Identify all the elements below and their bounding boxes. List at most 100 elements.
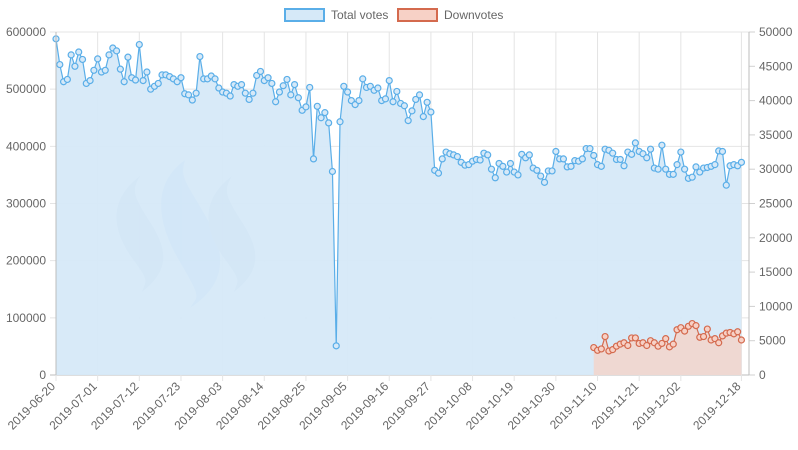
data-point-total-votes[interactable] bbox=[628, 150, 636, 158]
data-point-total-votes[interactable] bbox=[86, 76, 94, 85]
data-point-total-votes[interactable] bbox=[143, 68, 151, 76]
data-point-total-votes[interactable] bbox=[264, 74, 272, 82]
data-point-total-votes[interactable] bbox=[616, 155, 624, 164]
data-point-total-votes[interactable] bbox=[290, 80, 299, 89]
data-point-downvotes[interactable] bbox=[699, 332, 708, 341]
data-point-downvotes[interactable] bbox=[703, 325, 711, 333]
data-point-total-votes[interactable] bbox=[525, 151, 533, 159]
data-point-total-votes[interactable] bbox=[105, 51, 113, 59]
data-point-downvotes[interactable] bbox=[658, 339, 666, 348]
data-point-total-votes[interactable] bbox=[241, 89, 249, 97]
data-point-total-votes[interactable] bbox=[287, 91, 295, 99]
data-point-total-votes[interactable] bbox=[673, 161, 681, 169]
data-point-total-votes[interactable] bbox=[317, 114, 325, 122]
data-point-total-votes[interactable] bbox=[412, 95, 420, 104]
data-point-total-votes[interactable] bbox=[578, 155, 586, 163]
data-point-total-votes[interactable] bbox=[722, 181, 730, 189]
data-point-total-votes[interactable] bbox=[359, 75, 367, 83]
data-point-total-votes[interactable] bbox=[646, 145, 655, 153]
data-point-total-votes[interactable] bbox=[272, 98, 280, 106]
data-point-total-votes[interactable] bbox=[590, 151, 598, 160]
data-point-total-votes[interactable] bbox=[654, 165, 662, 173]
data-point-total-votes[interactable] bbox=[336, 118, 344, 126]
data-point-downvotes[interactable] bbox=[715, 339, 723, 347]
legend-item-total-votes[interactable]: Total votes bbox=[284, 8, 388, 22]
data-point-total-votes[interactable] bbox=[567, 162, 575, 170]
data-point-total-votes[interactable] bbox=[419, 113, 427, 121]
data-point-total-votes[interactable] bbox=[116, 65, 124, 73]
data-point-total-votes[interactable] bbox=[120, 78, 128, 86]
data-point-total-votes[interactable] bbox=[400, 102, 408, 110]
data-point-total-votes[interactable] bbox=[63, 75, 71, 84]
data-point-total-votes[interactable] bbox=[718, 147, 727, 156]
data-point-total-votes[interactable] bbox=[332, 342, 340, 350]
data-point-total-votes[interactable] bbox=[101, 66, 109, 74]
data-point-downvotes[interactable] bbox=[662, 335, 670, 343]
data-point-total-votes[interactable] bbox=[283, 75, 291, 84]
data-point-total-votes[interactable] bbox=[385, 76, 393, 85]
data-point-total-votes[interactable] bbox=[279, 82, 287, 90]
data-point-total-votes[interactable] bbox=[540, 178, 549, 186]
data-point-total-votes[interactable] bbox=[415, 91, 424, 99]
data-point-downvotes[interactable] bbox=[669, 340, 677, 348]
data-point-downvotes[interactable] bbox=[692, 322, 700, 330]
data-point-total-votes[interactable] bbox=[328, 167, 337, 176]
data-point-total-votes[interactable] bbox=[355, 96, 363, 105]
data-point-total-votes[interactable] bbox=[427, 108, 435, 116]
data-point-total-votes[interactable] bbox=[662, 165, 670, 173]
data-point-total-votes[interactable] bbox=[237, 80, 246, 89]
data-point-total-votes[interactable] bbox=[245, 95, 253, 104]
data-point-total-votes[interactable] bbox=[135, 40, 143, 49]
data-point-downvotes[interactable] bbox=[734, 328, 742, 336]
legend-item-downvotes[interactable]: Downvotes bbox=[397, 8, 503, 22]
data-point-total-votes[interactable] bbox=[658, 141, 666, 149]
data-point-total-votes[interactable] bbox=[597, 162, 605, 170]
data-point-total-votes[interactable] bbox=[90, 66, 98, 74]
data-point-total-votes[interactable] bbox=[533, 166, 541, 174]
data-point-total-votes[interactable] bbox=[268, 79, 276, 88]
data-point-total-votes[interactable] bbox=[306, 83, 314, 92]
data-point-total-votes[interactable] bbox=[514, 171, 522, 179]
data-point-total-votes[interactable] bbox=[484, 151, 492, 159]
data-point-total-votes[interactable] bbox=[423, 98, 431, 106]
data-point-total-votes[interactable] bbox=[404, 117, 412, 125]
data-point-total-votes[interactable] bbox=[302, 103, 310, 111]
data-point-total-votes[interactable] bbox=[537, 172, 545, 180]
data-point-total-votes[interactable] bbox=[688, 173, 696, 181]
data-point-total-votes[interactable] bbox=[453, 153, 462, 161]
data-point-downvotes[interactable] bbox=[624, 341, 632, 350]
data-point-downvotes[interactable] bbox=[597, 345, 605, 353]
data-point-total-votes[interactable] bbox=[434, 169, 443, 177]
data-point-total-votes[interactable] bbox=[677, 148, 685, 156]
data-point-total-votes[interactable] bbox=[192, 89, 200, 97]
data-point-downvotes[interactable] bbox=[601, 332, 609, 341]
data-point-total-votes[interactable] bbox=[177, 74, 185, 82]
data-point-total-votes[interactable] bbox=[374, 84, 382, 92]
data-point-total-votes[interactable] bbox=[340, 82, 348, 90]
data-point-total-votes[interactable] bbox=[211, 75, 219, 83]
data-point-total-votes[interactable] bbox=[438, 155, 446, 163]
data-point-total-votes[interactable] bbox=[196, 52, 204, 61]
data-point-total-votes[interactable] bbox=[631, 139, 639, 147]
data-point-total-votes[interactable] bbox=[71, 62, 79, 70]
data-point-total-votes[interactable] bbox=[309, 155, 318, 163]
data-point-total-votes[interactable] bbox=[67, 51, 75, 59]
data-point-total-votes[interactable] bbox=[321, 109, 329, 117]
data-point-total-votes[interactable] bbox=[503, 168, 511, 176]
data-point-total-votes[interactable] bbox=[669, 170, 677, 178]
data-point-total-votes[interactable] bbox=[737, 158, 746, 166]
data-point-total-votes[interactable] bbox=[476, 156, 484, 164]
data-point-total-votes[interactable] bbox=[393, 87, 401, 96]
data-point-total-votes[interactable] bbox=[75, 48, 83, 56]
data-point-total-votes[interactable] bbox=[643, 154, 651, 162]
data-point-downvotes[interactable] bbox=[737, 336, 746, 344]
data-point-total-votes[interactable] bbox=[711, 161, 719, 169]
data-point-total-votes[interactable] bbox=[548, 167, 556, 175]
data-point-downvotes[interactable] bbox=[681, 327, 689, 335]
data-point-total-votes[interactable] bbox=[78, 55, 87, 64]
data-point-total-votes[interactable] bbox=[343, 88, 352, 96]
data-point-total-votes[interactable] bbox=[487, 165, 496, 173]
data-point-total-votes[interactable] bbox=[491, 174, 499, 182]
data-point-total-votes[interactable] bbox=[226, 92, 234, 100]
data-point-total-votes[interactable] bbox=[249, 89, 257, 97]
